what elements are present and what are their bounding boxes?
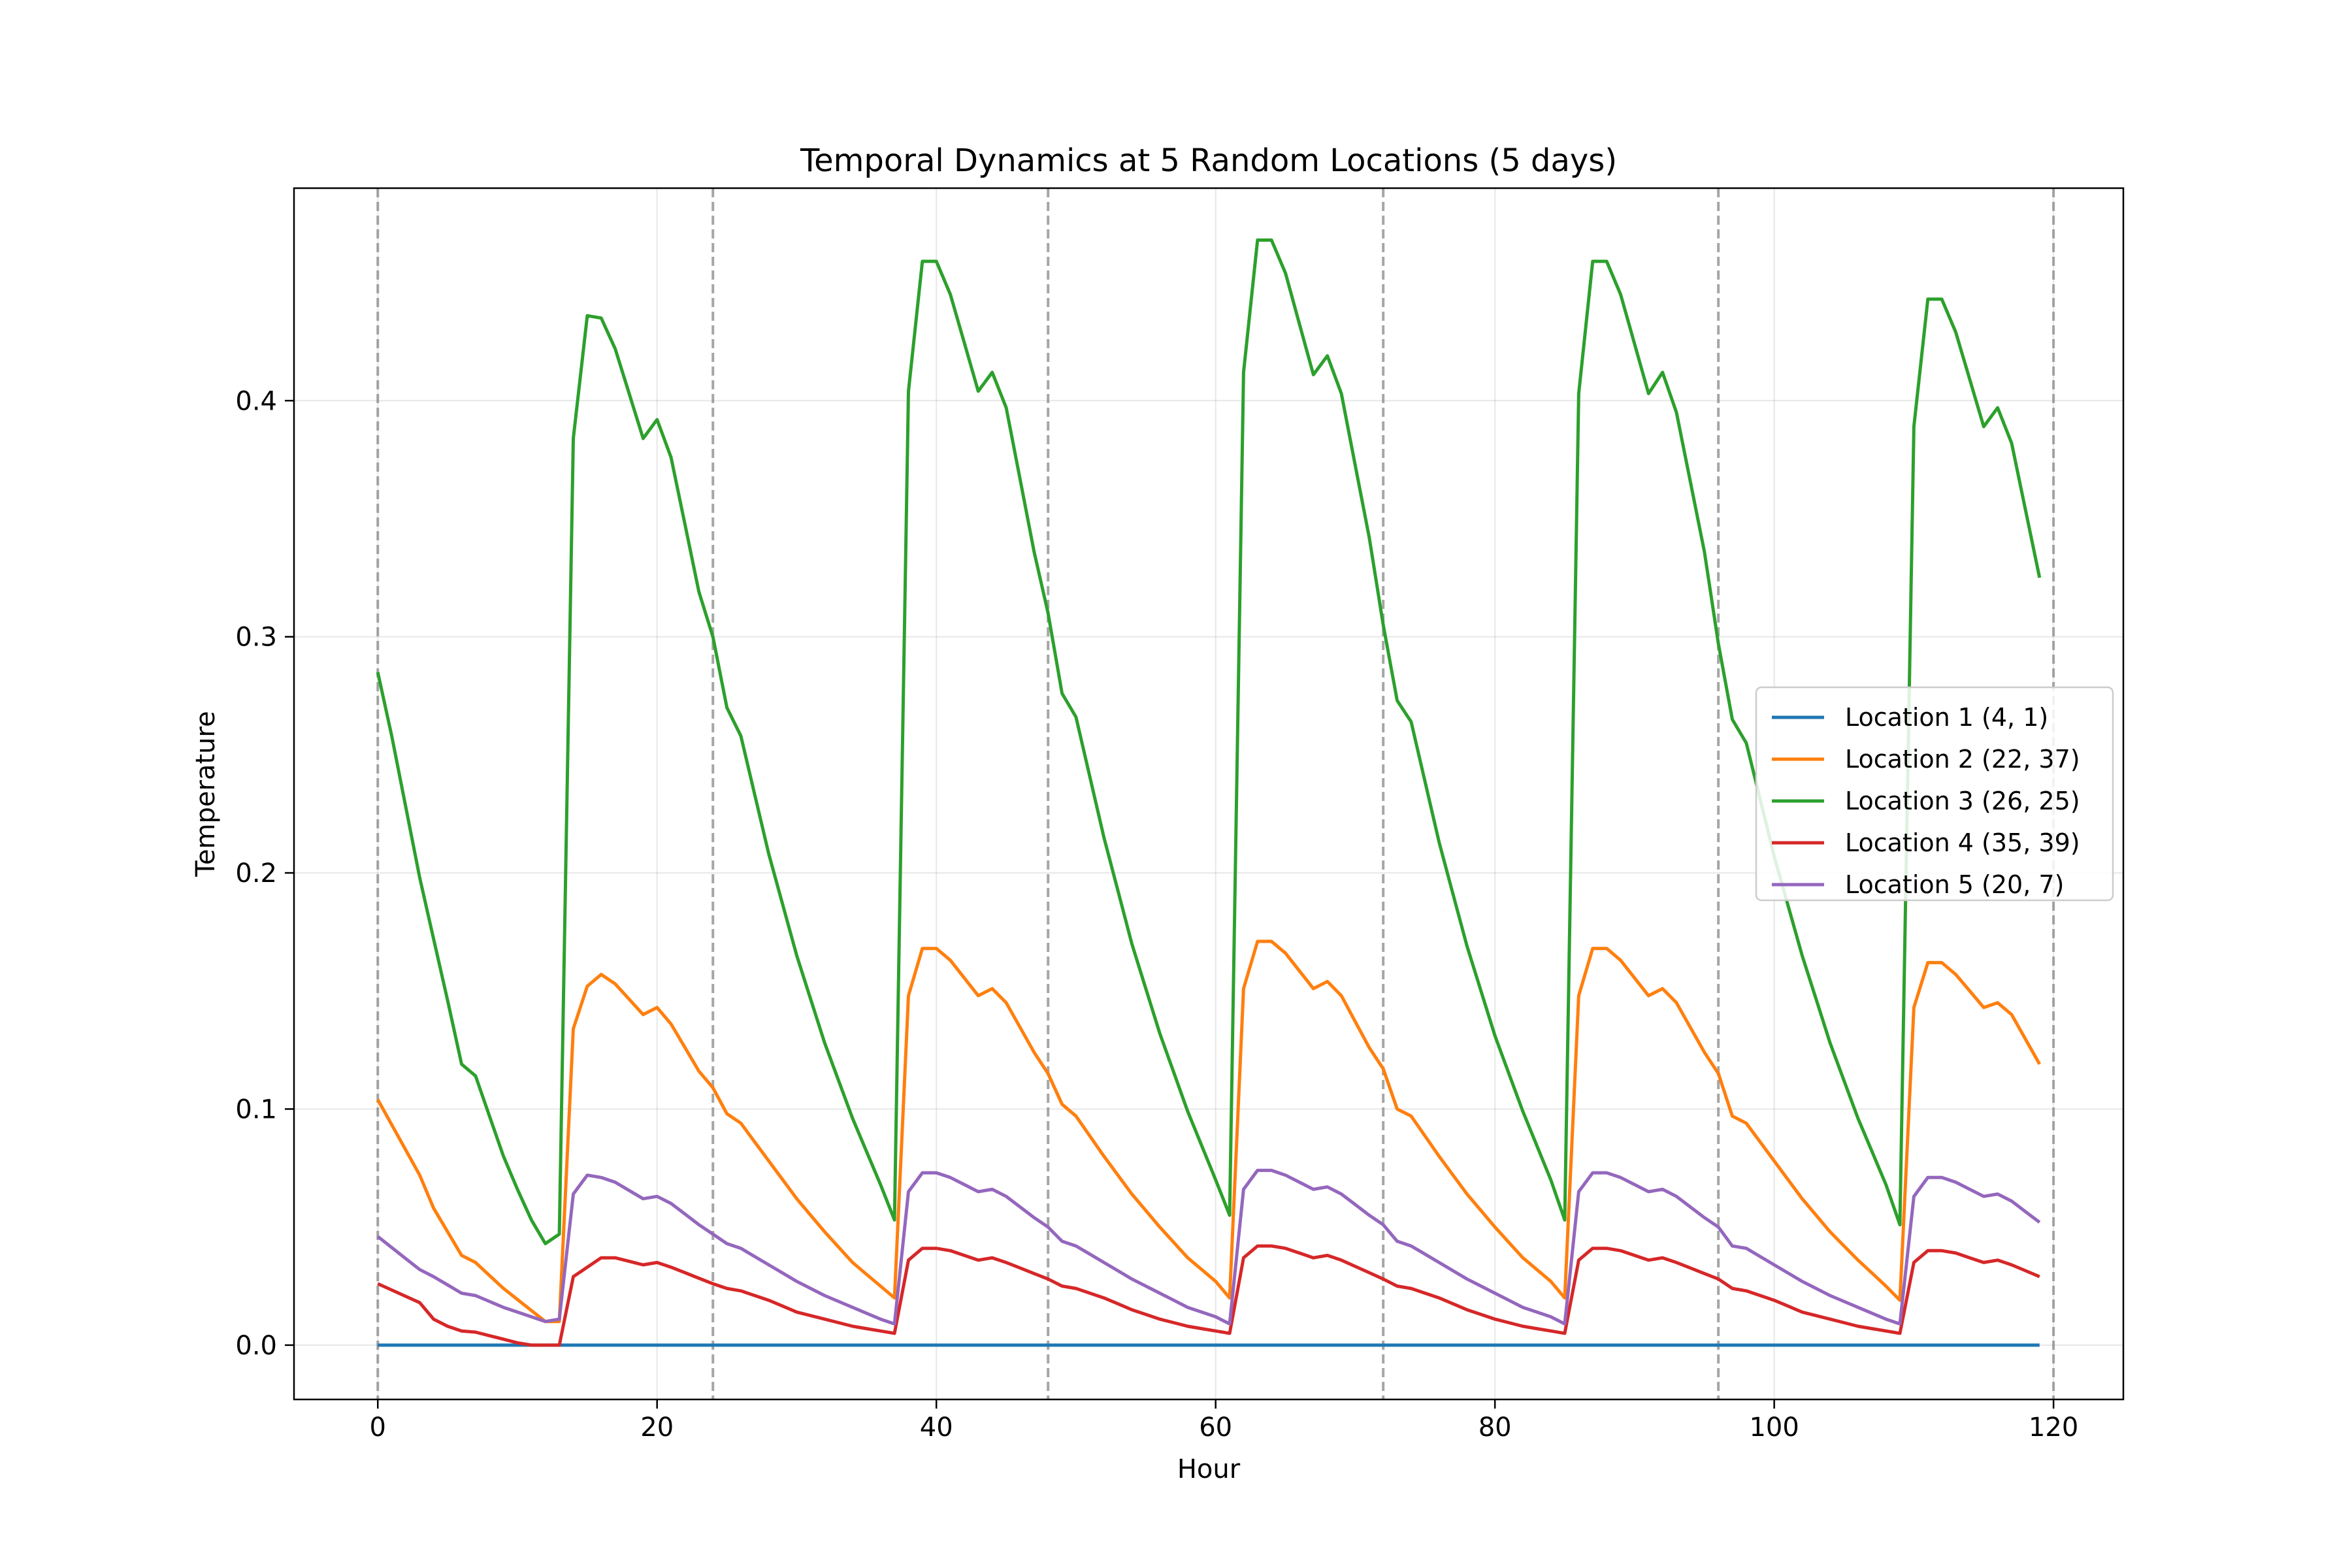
y-axis-label: Temperature <box>191 711 221 877</box>
x-tick-label: 120 <box>2029 1413 2078 1443</box>
x-tick-label: 40 <box>920 1413 953 1443</box>
y-tick-label: 0.4 <box>235 386 277 416</box>
series-line-5 <box>376 1168 2041 1326</box>
legend-label-5: Location 5 (20, 7) <box>1845 870 2064 899</box>
plot-frame <box>293 187 2125 1401</box>
legend-label-2: Location 2 (22, 37) <box>1845 745 2080 774</box>
legend-box <box>1755 686 2114 902</box>
x-tick-label: 20 <box>640 1413 674 1443</box>
x-tick-label: 60 <box>1199 1413 1232 1443</box>
series-line-4 <box>377 1244 2040 1347</box>
y-tick-label: 0.0 <box>235 1331 277 1361</box>
x-tick-label: 0 <box>370 1413 386 1443</box>
x-axis-label: Hour <box>1177 1454 1241 1484</box>
chart-title: Temporal Dynamics at 5 Random Locations … <box>800 142 1617 179</box>
y-tick-label: 0.2 <box>235 858 277 889</box>
x-tick-label: 80 <box>1478 1413 1512 1443</box>
day-boundary-lines <box>376 188 2055 1399</box>
y-tick-label: 0.1 <box>235 1094 277 1124</box>
legend-label-4: Location 4 (35, 39) <box>1845 828 2080 857</box>
legend-label-1: Location 1 (4, 1) <box>1845 703 2048 732</box>
legend-label-3: Location 3 (26, 25) <box>1845 787 2080 815</box>
x-axis-ticks: 0 20 40 60 80 100 120 <box>370 1399 2078 1443</box>
x-tick-label: 100 <box>1749 1413 1799 1443</box>
y-tick-label: 0.3 <box>235 623 277 653</box>
y-axis-ticks: 0.0 0.1 0.2 0.3 0.4 <box>235 386 294 1361</box>
series-line-2 <box>376 939 2041 1324</box>
legend: Location 1 (4, 1) Location 2 (22, 37) Loca… <box>1755 686 2114 902</box>
